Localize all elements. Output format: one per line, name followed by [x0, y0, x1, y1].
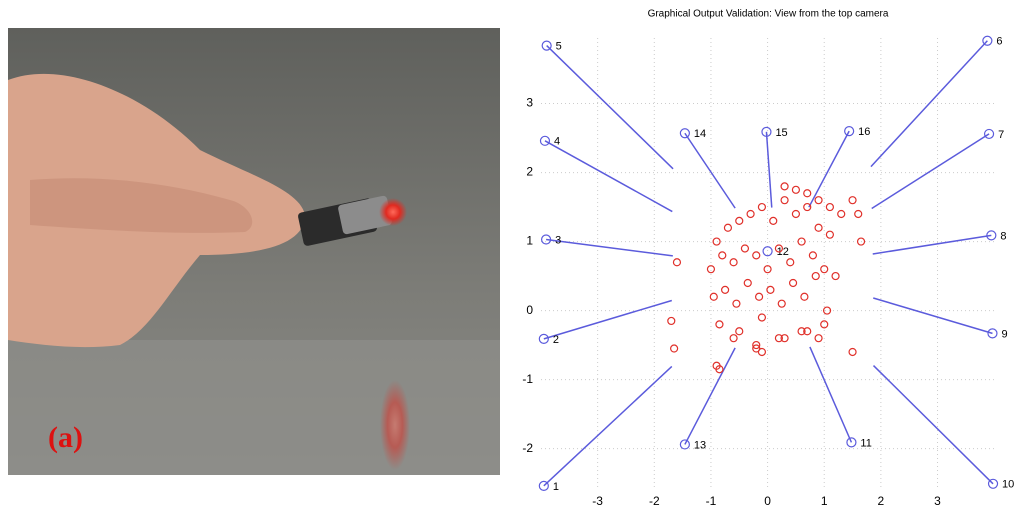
x-tick-label: 0	[764, 494, 771, 508]
figure: (a) Graphical Output Validation: View fr…	[0, 0, 1024, 509]
point-label: 14	[694, 128, 706, 140]
point	[778, 300, 785, 307]
point	[730, 259, 737, 266]
point-label: 11	[860, 437, 871, 449]
sight-line	[872, 134, 989, 209]
point	[767, 286, 774, 293]
point	[758, 204, 765, 211]
point	[673, 259, 680, 266]
point	[801, 293, 808, 300]
point	[838, 210, 845, 217]
point	[758, 314, 765, 321]
point	[719, 252, 726, 259]
point	[826, 231, 833, 238]
point-label: 10	[1002, 479, 1014, 491]
y-tick-label: 0	[526, 303, 533, 317]
point-label: 9	[1001, 328, 1007, 340]
point	[716, 321, 723, 328]
point	[724, 224, 731, 231]
point	[804, 190, 811, 197]
sight-line	[809, 131, 849, 207]
point-label: 5	[556, 40, 562, 52]
chart-title: Graphical Output Validation: View from t…	[648, 9, 889, 20]
point-label: 7	[998, 129, 1004, 141]
point-label: 15	[775, 127, 787, 139]
point	[736, 328, 743, 335]
point	[812, 273, 819, 280]
point-label: 2	[553, 334, 559, 346]
sight-line	[685, 133, 735, 208]
point	[855, 210, 862, 217]
point	[787, 259, 794, 266]
point	[809, 252, 816, 259]
point	[733, 300, 740, 307]
sight-line	[873, 235, 992, 254]
sight-line	[810, 347, 852, 442]
photo: (a)	[8, 28, 500, 475]
point	[736, 217, 743, 224]
laser-light	[379, 198, 407, 226]
reflection	[380, 380, 410, 470]
x-tick-label: -3	[592, 494, 603, 508]
y-tick-label: 2	[526, 165, 533, 179]
point	[671, 345, 678, 352]
x-tick-label: 3	[934, 494, 941, 508]
point	[730, 335, 737, 342]
point	[781, 197, 788, 204]
point-label: 3	[555, 234, 561, 246]
sight-line	[544, 300, 672, 338]
x-tick-label: 2	[878, 494, 885, 508]
y-tick-label: 1	[526, 234, 533, 248]
point	[815, 335, 822, 342]
point	[713, 238, 720, 245]
sight-line	[766, 132, 771, 208]
point	[815, 197, 822, 204]
point	[668, 317, 675, 324]
y-tick-label: -1	[522, 372, 533, 386]
sight-line	[873, 298, 992, 333]
y-tick-label: 3	[526, 96, 533, 110]
sight-line	[544, 366, 672, 485]
point	[849, 197, 856, 204]
sight-line	[545, 141, 672, 212]
point	[832, 273, 839, 280]
point	[741, 245, 748, 252]
x-tick-label: -2	[649, 494, 660, 508]
point-label: 16	[858, 126, 870, 138]
sight-line	[685, 348, 735, 445]
point-label: 1	[553, 481, 559, 493]
x-tick-label: -1	[706, 494, 717, 508]
point	[792, 210, 799, 217]
point	[744, 279, 751, 286]
point	[747, 210, 754, 217]
point	[756, 293, 763, 300]
point	[790, 279, 797, 286]
point	[710, 293, 717, 300]
point-label: 8	[1000, 230, 1006, 242]
y-tick-label: -2	[522, 441, 533, 455]
table-surface	[8, 340, 500, 475]
point	[770, 217, 777, 224]
page: (a) Graphical Output Validation: View fr…	[0, 0, 1024, 509]
figure-label: (a)	[48, 421, 83, 454]
point	[753, 252, 760, 259]
sight-line	[873, 366, 993, 484]
point	[826, 204, 833, 211]
point-label: 13	[694, 439, 706, 451]
point	[815, 224, 822, 231]
point	[792, 186, 799, 193]
point	[849, 348, 856, 355]
sight-line	[547, 46, 673, 169]
x-tick-label: 1	[821, 494, 828, 508]
point	[781, 183, 788, 190]
point	[758, 348, 765, 355]
point-label: 4	[554, 136, 560, 148]
point	[722, 286, 729, 293]
point-label: 6	[996, 36, 1002, 48]
